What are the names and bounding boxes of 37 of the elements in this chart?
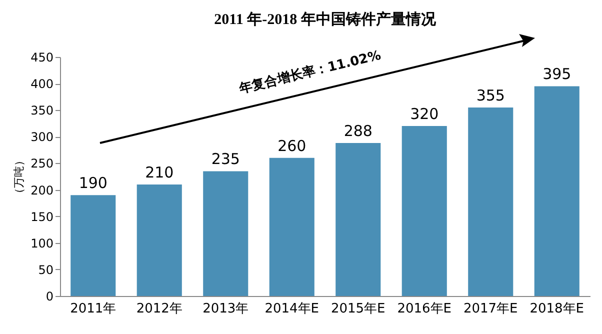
x-tick-label: 2013年 bbox=[202, 302, 249, 316]
bar bbox=[534, 86, 580, 296]
data-label: 260 bbox=[278, 136, 306, 155]
y-tick-label: 50 bbox=[38, 262, 54, 277]
chart-title: 2011 年-2018 年中国铸件产量情况 bbox=[214, 11, 437, 28]
data-label: 235 bbox=[211, 150, 240, 168]
y-tick-label: 100 bbox=[30, 236, 54, 250]
annotation: 年复合增长率：11.02% bbox=[236, 47, 382, 97]
bar bbox=[336, 143, 381, 296]
y-tick-label: 300 bbox=[30, 130, 54, 144]
y-tick-label: 350 bbox=[30, 104, 54, 118]
x-tick-label: 2015年E bbox=[330, 302, 386, 316]
y-axis-title: （万吨） bbox=[12, 155, 26, 199]
x-tick-label: 2018年E bbox=[530, 302, 584, 316]
x-tick-label: 2014年E bbox=[264, 302, 320, 316]
bar bbox=[203, 171, 248, 296]
bar bbox=[269, 158, 314, 296]
bar bbox=[402, 126, 447, 296]
data-label: 395 bbox=[542, 65, 572, 84]
x-tick-label: 2016年E bbox=[397, 302, 452, 316]
y-tick-label: 200 bbox=[30, 183, 54, 198]
y-tick-label: 400 bbox=[30, 77, 54, 92]
y-tick-label: 150 bbox=[30, 210, 54, 224]
bar bbox=[70, 195, 116, 296]
x-tick-label: 2011年 bbox=[70, 302, 116, 316]
data-label: 320 bbox=[410, 105, 439, 124]
y-tick-label: 250 bbox=[30, 156, 54, 171]
data-label: 355 bbox=[476, 86, 505, 104]
data-label: 210 bbox=[145, 163, 174, 182]
bar bbox=[136, 184, 182, 296]
y-tick-label: 0 bbox=[46, 290, 54, 304]
data-label: 288 bbox=[344, 122, 372, 140]
data-label: 190 bbox=[78, 174, 108, 192]
bar bbox=[468, 107, 514, 296]
x-tick-label: 2017年E bbox=[463, 302, 518, 316]
y-tick-label: 450 bbox=[30, 50, 54, 64]
x-tick-label: 2012年 bbox=[136, 302, 182, 316]
